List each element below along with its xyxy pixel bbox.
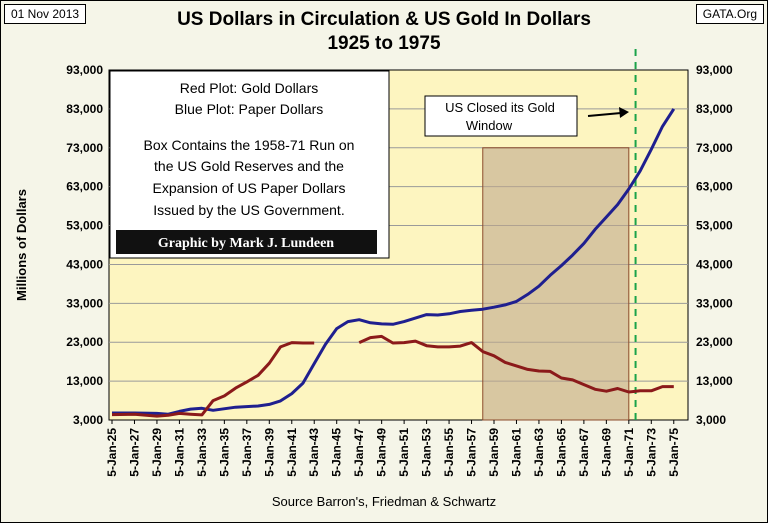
- y-tick-label-left: 53,000: [66, 219, 103, 233]
- y-tick-label-left: 93,000: [66, 63, 103, 77]
- x-tick-label: 5-Jan-55: [442, 428, 456, 477]
- y-tick-label-left: 43,000: [66, 257, 103, 271]
- y-tick-label-left: 3,000: [73, 413, 103, 427]
- x-tick-label: 5-Jan-45: [330, 428, 344, 477]
- y-tick-label-right: 13,000: [696, 374, 733, 388]
- y-tick-label-right: 3,000: [696, 413, 726, 427]
- gold-dollars-line: [111, 341, 315, 418]
- x-axis-label: Source Barron's, Friedman & Schwartz: [272, 494, 496, 509]
- y-tick-label-left: 73,000: [66, 141, 103, 155]
- y-tick-label-left: 33,000: [66, 296, 103, 310]
- box-description-line: Box Contains the 1958-71 Run on: [144, 137, 355, 153]
- x-tick-label: 5-Jan-57: [465, 428, 479, 477]
- x-tick-label: 5-Jan-39: [262, 428, 276, 477]
- x-tick-label: 5-Jan-75: [667, 428, 681, 477]
- x-tick-label: 5-Jan-63: [532, 428, 546, 477]
- y-tick-label-right: 83,000: [696, 102, 733, 116]
- x-tick-label: 5-Jan-51: [397, 428, 411, 477]
- x-tick-label: 5-Jan-73: [644, 428, 658, 477]
- y-tick-label-right: 73,000: [696, 141, 733, 155]
- chart-subtitle: 1925 to 1975: [327, 33, 441, 54]
- x-tick-label: 5-Jan-61: [509, 428, 523, 477]
- legend-gold-text: Red Plot: Gold Dollars: [180, 80, 319, 96]
- x-tick-label: 5-Jan-49: [375, 428, 389, 477]
- paper-dollars-line: [112, 108, 676, 416]
- y-tick-label-left: 13,000: [66, 374, 103, 388]
- x-tick-label: 5-Jan-27: [127, 428, 141, 477]
- x-tick-label: 5-Jan-59: [487, 428, 501, 477]
- x-tick-label: 5-Jan-33: [195, 428, 209, 477]
- x-tick-label: 5-Jan-43: [307, 428, 321, 477]
- x-tick-label: 5-Jan-25: [105, 428, 119, 477]
- x-tick-label: 5-Jan-41: [285, 428, 299, 477]
- y-tick-label-left: 23,000: [66, 335, 103, 349]
- annotation-arrow: [587, 112, 622, 117]
- x-tick-label: 5-Jan-37: [240, 428, 254, 477]
- y-tick-label-right: 43,000: [696, 257, 733, 271]
- x-tick-label: 5-Jan-67: [577, 428, 591, 477]
- y-tick-label-right: 63,000: [696, 180, 733, 194]
- source-label: GATA.Org: [695, 4, 764, 24]
- axis-ticks: 3,000 3,000 13,000 13,000 23,000 23,000 33,000…: [66, 63, 733, 477]
- y-tick-label-right: 33,000: [696, 296, 733, 310]
- gold-window-annotation: US Closed its Gold Window: [424, 95, 629, 137]
- y-tick-label-left: 63,000: [66, 180, 103, 194]
- y-tick-label-left: 83,000: [66, 102, 103, 116]
- x-tick-label: 5-Jan-53: [420, 428, 434, 477]
- y-tick-label-right: 93,000: [696, 63, 733, 77]
- gold-dollars-line: [358, 334, 674, 394]
- date-label: 01 Nov 2013: [4, 4, 87, 24]
- x-tick-label: 5-Jan-71: [622, 428, 636, 477]
- y-axis-label: Millions of Dollars: [14, 189, 29, 301]
- x-tick-label: 5-Jan-47: [352, 428, 366, 477]
- y-tick-label-right: 23,000: [696, 335, 733, 349]
- box-description-line: the US Gold Reserves and the: [154, 158, 344, 174]
- legend-box: Red Plot: Gold Dollars Blue Plot: Paper …: [109, 70, 390, 259]
- credit-text: Graphic by Mark J. Lundeen: [158, 236, 334, 251]
- arrow-head-icon: [619, 107, 629, 118]
- gold-run-box: [482, 147, 630, 421]
- x-tick-label: 5-Jan-31: [172, 428, 186, 477]
- series-layer: [111, 108, 676, 418]
- x-tick-label: 5-Jan-65: [554, 428, 568, 477]
- annotation-line: Window: [466, 118, 513, 133]
- annotation-line: US Closed its Gold: [445, 100, 555, 115]
- legend-paper-text: Blue Plot: Paper Dollars: [175, 101, 324, 117]
- x-tick-label: 5-Jan-35: [217, 428, 231, 477]
- box-description-line: Issued by the US Government.: [153, 202, 344, 218]
- x-tick-label: 5-Jan-29: [150, 428, 164, 477]
- box-description-line: Expansion of US Paper Dollars: [153, 180, 346, 196]
- y-tick-label-right: 53,000: [696, 219, 733, 233]
- x-tick-label: 5-Jan-69: [599, 428, 613, 477]
- chart-title: US Dollars in Circulation & US Gold In D…: [177, 9, 591, 30]
